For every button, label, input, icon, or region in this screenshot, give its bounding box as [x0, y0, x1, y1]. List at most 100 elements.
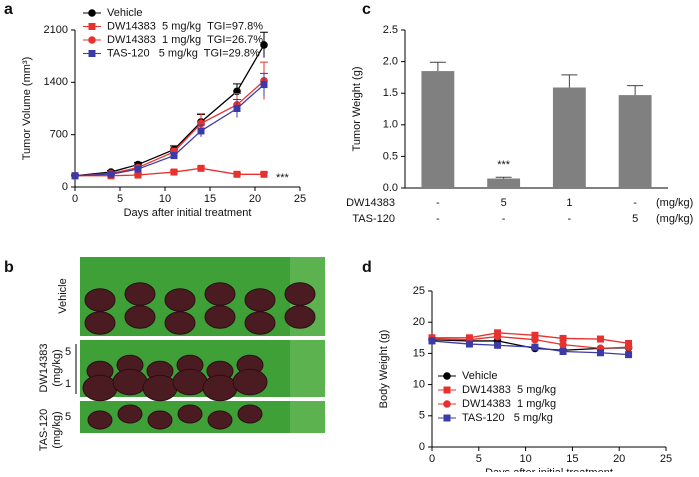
y-tick-label: 5 — [419, 410, 425, 422]
y-tick-label: 0.5 — [383, 150, 398, 162]
tumor — [202, 374, 238, 402]
unit-label: (mg/kg) — [51, 349, 63, 386]
annotation: *** — [497, 159, 511, 171]
tumor — [117, 404, 143, 424]
data-point — [625, 351, 633, 359]
table-unit: (mg/kg) — [656, 197, 693, 209]
table-row-label: TAS-120 — [352, 213, 395, 225]
legend-marker — [443, 386, 451, 394]
data-point — [624, 343, 633, 351]
legend-marker — [443, 400, 451, 408]
table-row-label: DW14383 — [346, 197, 395, 209]
data-point — [559, 348, 567, 356]
y-tick-label: 25 — [413, 285, 425, 297]
table-cell: 1 — [566, 197, 572, 209]
data-point — [197, 127, 205, 135]
y-tick-label: 1400 — [44, 76, 68, 88]
y-tick-label: 15 — [413, 347, 425, 359]
legend-label: TAS-120 5 mg/kg TGI=29.8% — [107, 47, 260, 59]
table-cell: - — [633, 197, 637, 209]
tumor — [207, 410, 233, 430]
y-axis-label: Tumor Volume (mm³) — [21, 57, 33, 161]
legend-marker — [88, 50, 96, 57]
panel-label: c — [362, 1, 371, 18]
panel-label: a — [4, 1, 13, 18]
tumor — [142, 374, 178, 402]
tumor — [172, 368, 208, 396]
data-point — [465, 340, 473, 348]
table-cell: 5 — [501, 197, 507, 209]
y-tick-label: 0.0 — [383, 182, 398, 194]
tumor — [244, 288, 276, 312]
tumor — [87, 410, 113, 430]
y-tick-label: 2100 — [44, 24, 68, 36]
tumor — [124, 282, 156, 306]
x-tick-label: 20 — [249, 193, 261, 205]
drug-label: DW14383 — [38, 344, 50, 393]
data-point — [233, 170, 241, 178]
x-tick-label: 5 — [476, 453, 482, 465]
tumor — [284, 305, 316, 329]
data-point — [531, 331, 539, 339]
x-tick-label: 0 — [72, 193, 78, 205]
data-point — [107, 170, 115, 178]
tumor — [147, 410, 173, 430]
data-point — [71, 172, 79, 180]
tumor — [237, 404, 263, 424]
tumor — [164, 288, 196, 312]
tumor-photo — [75, 257, 325, 433]
error-bar — [627, 85, 644, 96]
bar — [618, 95, 652, 188]
legend-marker — [443, 414, 451, 422]
tumor — [164, 311, 196, 335]
data-point — [559, 334, 567, 342]
tumor — [112, 368, 148, 396]
error-bar — [429, 61, 446, 72]
x-tick-label: 5 — [117, 193, 123, 205]
legend-marker — [88, 36, 96, 44]
tumor — [84, 311, 116, 335]
series-line — [74, 80, 265, 177]
data-point — [260, 41, 268, 49]
y-tick-label: 700 — [50, 129, 68, 141]
error-bar — [561, 74, 578, 88]
data-point — [170, 152, 178, 160]
y-axis-label: Tumor Weight (g) — [351, 67, 363, 152]
annotation: *** — [276, 172, 290, 184]
data-point — [134, 165, 142, 173]
row-label: Vehicle — [57, 278, 69, 313]
bar — [421, 71, 455, 188]
table-cell: - — [436, 197, 440, 209]
x-tick-label: 0 — [429, 453, 435, 465]
x-tick-label: 25 — [294, 193, 306, 205]
legend-label: TAS-120 5 mg/kg — [462, 412, 553, 424]
data-point — [233, 105, 241, 112]
tumor — [284, 282, 316, 306]
tumor — [244, 311, 276, 335]
legend-label: DW14383 5 mg/kg — [462, 384, 556, 396]
x-tick-label: 10 — [159, 193, 171, 205]
row-label: 5 — [65, 346, 71, 358]
data-point — [596, 349, 604, 357]
row-label: 5 — [65, 411, 71, 423]
y-tick-label: 0 — [419, 441, 425, 453]
tumor — [124, 305, 156, 329]
error-bar — [495, 176, 512, 179]
panel-label: b — [4, 259, 14, 276]
data-point — [596, 335, 604, 343]
table-cell: - — [568, 213, 572, 225]
table-cell: 5 — [632, 213, 638, 225]
data-point — [428, 337, 436, 345]
x-tick-label: 25 — [660, 453, 672, 465]
tumor — [232, 368, 268, 396]
x-tick-label: 15 — [566, 453, 578, 465]
tumor — [204, 305, 236, 329]
legend-marker — [88, 9, 96, 17]
legend-label: DW14383 1 mg/kg — [462, 398, 556, 410]
legend-label: Vehicle — [107, 7, 142, 19]
y-tick-label: 20 — [413, 316, 425, 328]
x-axis-label: Days after initial treatment — [485, 467, 613, 472]
legend-marker — [443, 372, 451, 380]
table-cell: - — [436, 213, 440, 225]
